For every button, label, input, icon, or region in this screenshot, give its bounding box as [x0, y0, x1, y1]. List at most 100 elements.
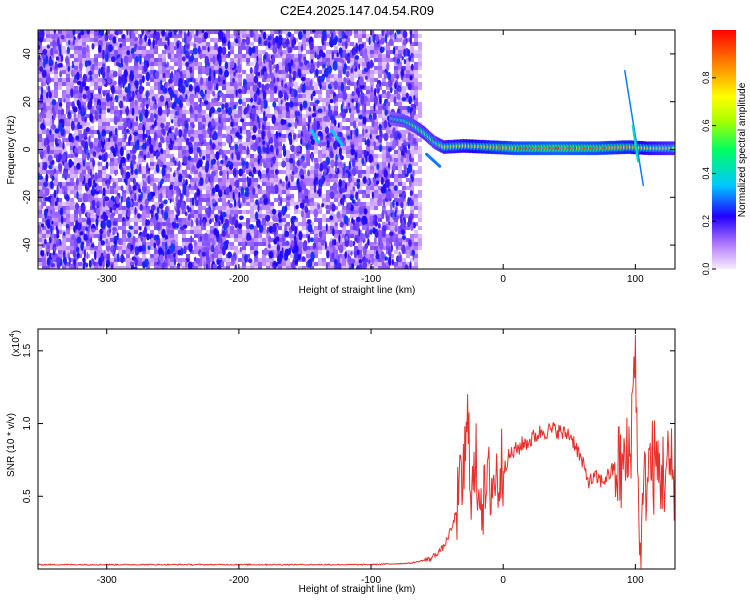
noise-cell [42, 202, 46, 206]
noise-cell [158, 38, 162, 42]
noise-cell [94, 58, 98, 62]
noise-cell [74, 62, 78, 66]
noise-cell [374, 186, 378, 190]
noise-cell [286, 150, 290, 154]
noise-cell [122, 62, 126, 66]
noise-cell [190, 230, 194, 234]
noise-cell [130, 38, 134, 42]
noise-cell [226, 158, 230, 162]
noise-cell [78, 54, 82, 58]
noise-cell [194, 54, 198, 58]
noise-cell [270, 94, 274, 98]
noise-cell [374, 126, 378, 130]
noise-cell [274, 106, 278, 110]
noise-cell [358, 62, 362, 66]
noise-cell [290, 66, 294, 70]
noise-cell [230, 190, 234, 194]
noise-cell [126, 190, 130, 194]
noise-cell [418, 202, 422, 206]
noise-cell [366, 166, 370, 170]
noise-cell [102, 78, 106, 82]
noise-cell [126, 38, 130, 42]
noise-cell [74, 246, 78, 250]
noise-cell [258, 106, 262, 110]
noise-cell [354, 142, 358, 146]
noise-cell [366, 206, 370, 210]
noise-cell [338, 122, 342, 126]
noise-cell [198, 118, 202, 122]
noise-cell [138, 98, 142, 102]
noise-cell [386, 266, 390, 269]
noise-cell [102, 114, 106, 118]
noise-cell [318, 150, 322, 154]
noise-blob [169, 184, 174, 191]
noise-cell [342, 54, 346, 58]
noise-cell [62, 150, 66, 154]
noise-cell [146, 30, 150, 34]
noise-cell [282, 262, 286, 266]
noise-cell [82, 226, 86, 230]
noise-cell [290, 186, 294, 190]
noise-cell [54, 166, 58, 170]
noise-cell [238, 126, 242, 130]
noise-cell [398, 182, 402, 186]
noise-blob [193, 239, 197, 247]
noise-blob [199, 217, 202, 226]
noise-cell [162, 158, 166, 162]
noise-blob [132, 235, 136, 245]
noise-cell [106, 242, 110, 246]
noise-cell [106, 102, 110, 106]
noise-cell [346, 230, 350, 234]
noise-cell [146, 190, 150, 194]
noise-cell [254, 38, 258, 42]
noise-cell [382, 222, 386, 226]
noise-cell [82, 150, 86, 154]
noise-cell [282, 246, 286, 250]
noise-cell [298, 122, 302, 126]
noise-cell [242, 242, 246, 246]
noise-cell [346, 126, 350, 130]
noise-cell [246, 138, 250, 142]
noise-cell [42, 214, 46, 218]
noise-cell [338, 74, 342, 78]
noise-cell [326, 98, 330, 102]
noise-cell [162, 54, 166, 58]
noise-blob [86, 44, 89, 53]
noise-cell [350, 154, 354, 158]
noise-cell [70, 226, 74, 230]
noise-cell [302, 98, 306, 102]
noise-blob [246, 130, 252, 140]
noise-cell [398, 198, 402, 202]
noise-cell [138, 158, 142, 162]
noise-cell [50, 70, 54, 74]
noise-cell [326, 146, 330, 150]
noise-cell [146, 102, 150, 106]
noise-cell [70, 214, 74, 218]
noise-cell [190, 62, 194, 66]
noise-cell [354, 162, 358, 166]
noise-cell [402, 258, 406, 262]
noise-cell [370, 138, 374, 142]
noise-cell [294, 222, 298, 226]
noise-cell [78, 158, 82, 162]
noise-cell [42, 78, 46, 82]
noise-cell [278, 118, 282, 122]
noise-cell [394, 174, 398, 178]
noise-cell [198, 62, 202, 66]
noise-cell [258, 110, 262, 114]
noise-cell [318, 154, 322, 158]
noise-cell [414, 202, 418, 206]
noise-cell [90, 170, 94, 174]
noise-cell [242, 54, 246, 58]
noise-cell [310, 174, 314, 178]
noise-cell [218, 126, 222, 130]
noise-cell [234, 78, 238, 82]
noise-cell [150, 242, 154, 246]
noise-cell [174, 34, 178, 38]
noise-cell [190, 178, 194, 182]
noise-cell [242, 186, 246, 190]
noise-cell [146, 214, 150, 218]
noise-cell [322, 258, 326, 262]
noise-cell [370, 42, 374, 46]
noise-cell [314, 170, 318, 174]
